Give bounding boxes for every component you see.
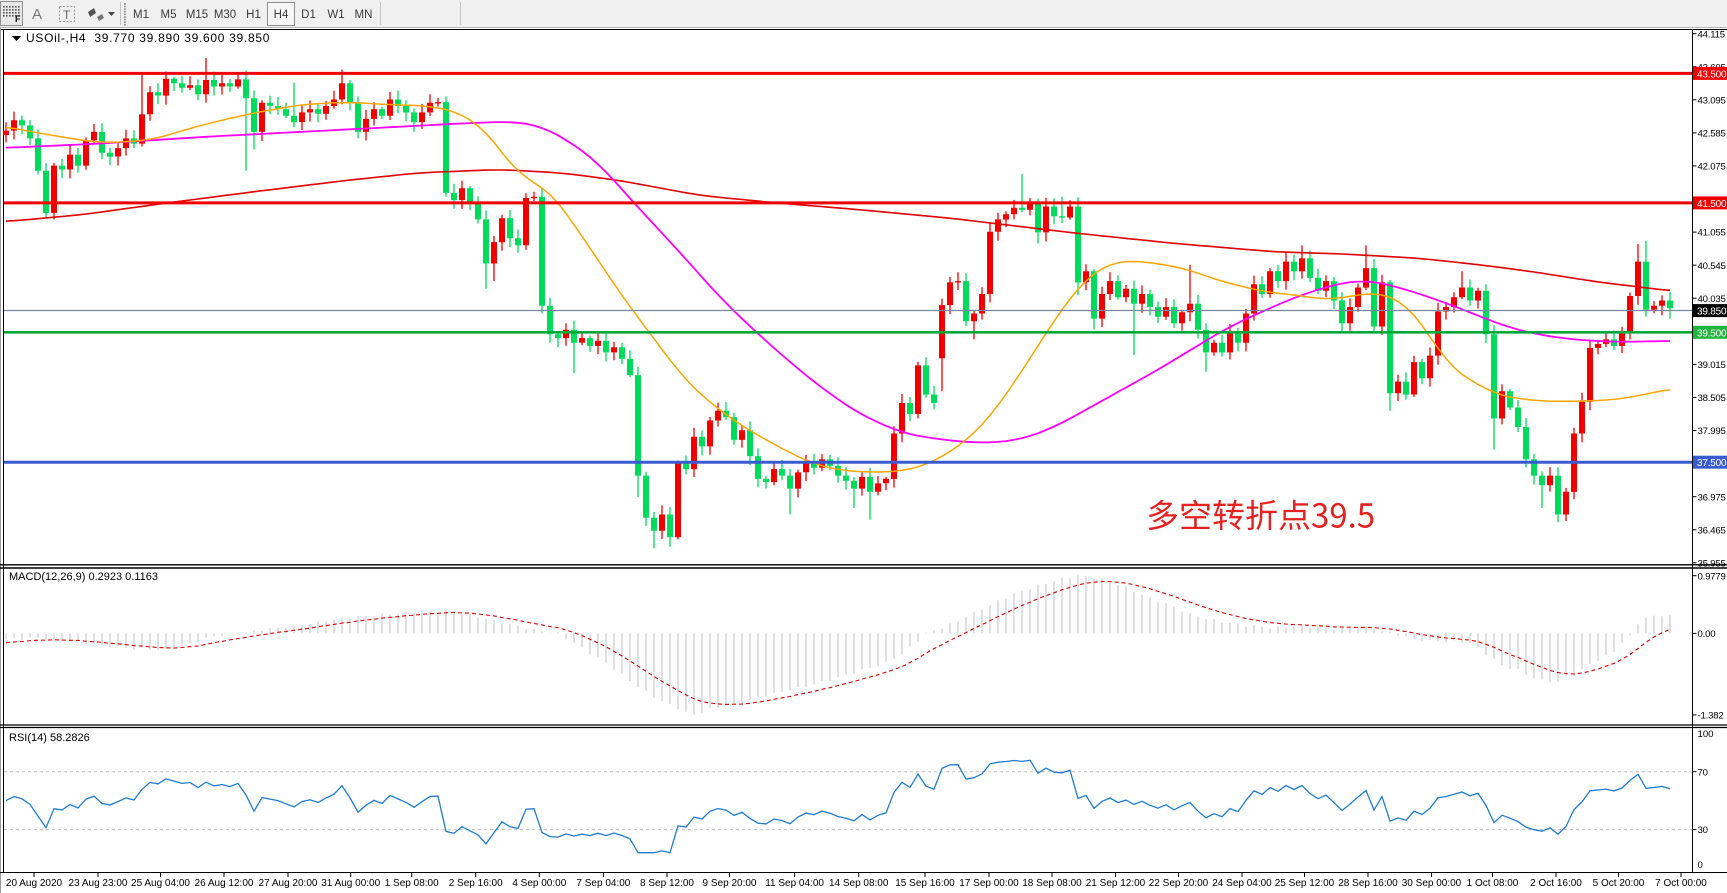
svg-text:M1: M1 [133,9,149,21]
svg-text:2 Oct 16:00: 2 Oct 16:00 [1530,878,1582,889]
svg-text:0: 0 [1698,860,1703,871]
svg-text:MACD(12,26,9) 0.2923 0.1163: MACD(12,26,9) 0.2923 0.1163 [9,571,158,583]
svg-text:H1: H1 [246,9,261,21]
svg-text:MN: MN [355,9,373,21]
svg-text:7 Sep 04:00: 7 Sep 04:00 [576,878,630,889]
svg-text:14 Sep 08:00: 14 Sep 08:00 [829,878,889,889]
svg-text:28 Sep 16:00: 28 Sep 16:00 [1338,878,1398,889]
svg-text:44.115: 44.115 [1698,29,1725,40]
svg-text:41.055: 41.055 [1698,228,1726,239]
svg-text:17 Sep 00:00: 17 Sep 00:00 [959,878,1019,889]
svg-text:39.015: 39.015 [1698,360,1726,371]
svg-text:42.585: 42.585 [1698,128,1726,139]
svg-text:-1.382: -1.382 [1698,711,1724,722]
svg-text:M15: M15 [186,9,208,21]
svg-text:43.095: 43.095 [1698,95,1726,106]
svg-text:37.995: 37.995 [1698,426,1726,437]
svg-text:18 Sep 08:00: 18 Sep 08:00 [1022,878,1082,889]
svg-text:9 Sep 20:00: 9 Sep 20:00 [703,878,757,889]
svg-text:22 Sep 20:00: 22 Sep 20:00 [1149,878,1209,889]
svg-text:25 Aug 04:00: 25 Aug 04:00 [131,878,190,889]
svg-text:0.00: 0.00 [1698,629,1716,640]
svg-text:W1: W1 [327,9,344,21]
svg-text:24 Sep 04:00: 24 Sep 04:00 [1212,878,1272,889]
svg-text:36.465: 36.465 [1698,525,1726,536]
svg-text:41.500: 41.500 [1697,199,1727,210]
svg-text:35.955: 35.955 [1698,558,1726,569]
svg-text:4 Sep 00:00: 4 Sep 00:00 [512,878,566,889]
svg-text:70: 70 [1698,767,1708,778]
svg-text:39.500: 39.500 [1697,328,1727,339]
svg-text:36.975: 36.975 [1698,492,1726,503]
svg-text:5 Oct 20:00: 5 Oct 20:00 [1593,878,1645,889]
svg-text:21 Sep 12:00: 21 Sep 12:00 [1086,878,1146,889]
svg-text:30: 30 [1698,825,1708,836]
svg-text:40.035: 40.035 [1698,294,1726,305]
svg-text:25 Sep 12:00: 25 Sep 12:00 [1275,878,1335,889]
svg-text:H4: H4 [274,9,289,21]
svg-text:8 Sep 12:00: 8 Sep 12:00 [640,878,694,889]
svg-text:7 Oct 00:00: 7 Oct 00:00 [1655,878,1707,889]
svg-text:A: A [32,6,42,23]
svg-text:27 Aug 20:00: 27 Aug 20:00 [259,878,318,889]
svg-text:T: T [63,8,71,22]
svg-text:31 Aug 00:00: 31 Aug 00:00 [321,878,380,889]
svg-text:38.505: 38.505 [1698,393,1726,404]
svg-text:42.075: 42.075 [1698,162,1726,173]
svg-text:26 Aug 12:00: 26 Aug 12:00 [195,878,254,889]
svg-text:43.500: 43.500 [1697,69,1727,80]
svg-text:1 Sep 08:00: 1 Sep 08:00 [385,878,439,889]
svg-text:37.500: 37.500 [1697,458,1727,469]
svg-text:39.850: 39.850 [1697,307,1727,318]
svg-text:2 Sep 16:00: 2 Sep 16:00 [449,878,503,889]
svg-text:M30: M30 [214,9,236,21]
svg-text:RSI(14) 58.2826: RSI(14) 58.2826 [9,732,90,744]
svg-text:100: 100 [1698,729,1714,740]
svg-text:40.545: 40.545 [1698,261,1726,272]
svg-text:11 Sep 04:00: 11 Sep 04:00 [765,878,824,889]
svg-text:1 Oct 08:00: 1 Oct 08:00 [1467,878,1519,889]
svg-text:F: F [15,14,21,24]
svg-text:20 Aug 2020: 20 Aug 2020 [6,878,63,889]
svg-text:23 Aug 23:00: 23 Aug 23:00 [69,878,128,889]
svg-text:15 Sep 16:00: 15 Sep 16:00 [895,878,955,889]
svg-text:D1: D1 [301,9,316,21]
svg-text:M5: M5 [161,9,177,21]
svg-text:0.9779: 0.9779 [1698,571,1726,582]
svg-text:USOil-,H4 39.770 39.890 39.60: USOil-,H4 39.770 39.890 39.600 39.850 [26,31,270,45]
svg-text:30 Sep 00:00: 30 Sep 00:00 [1402,878,1462,889]
